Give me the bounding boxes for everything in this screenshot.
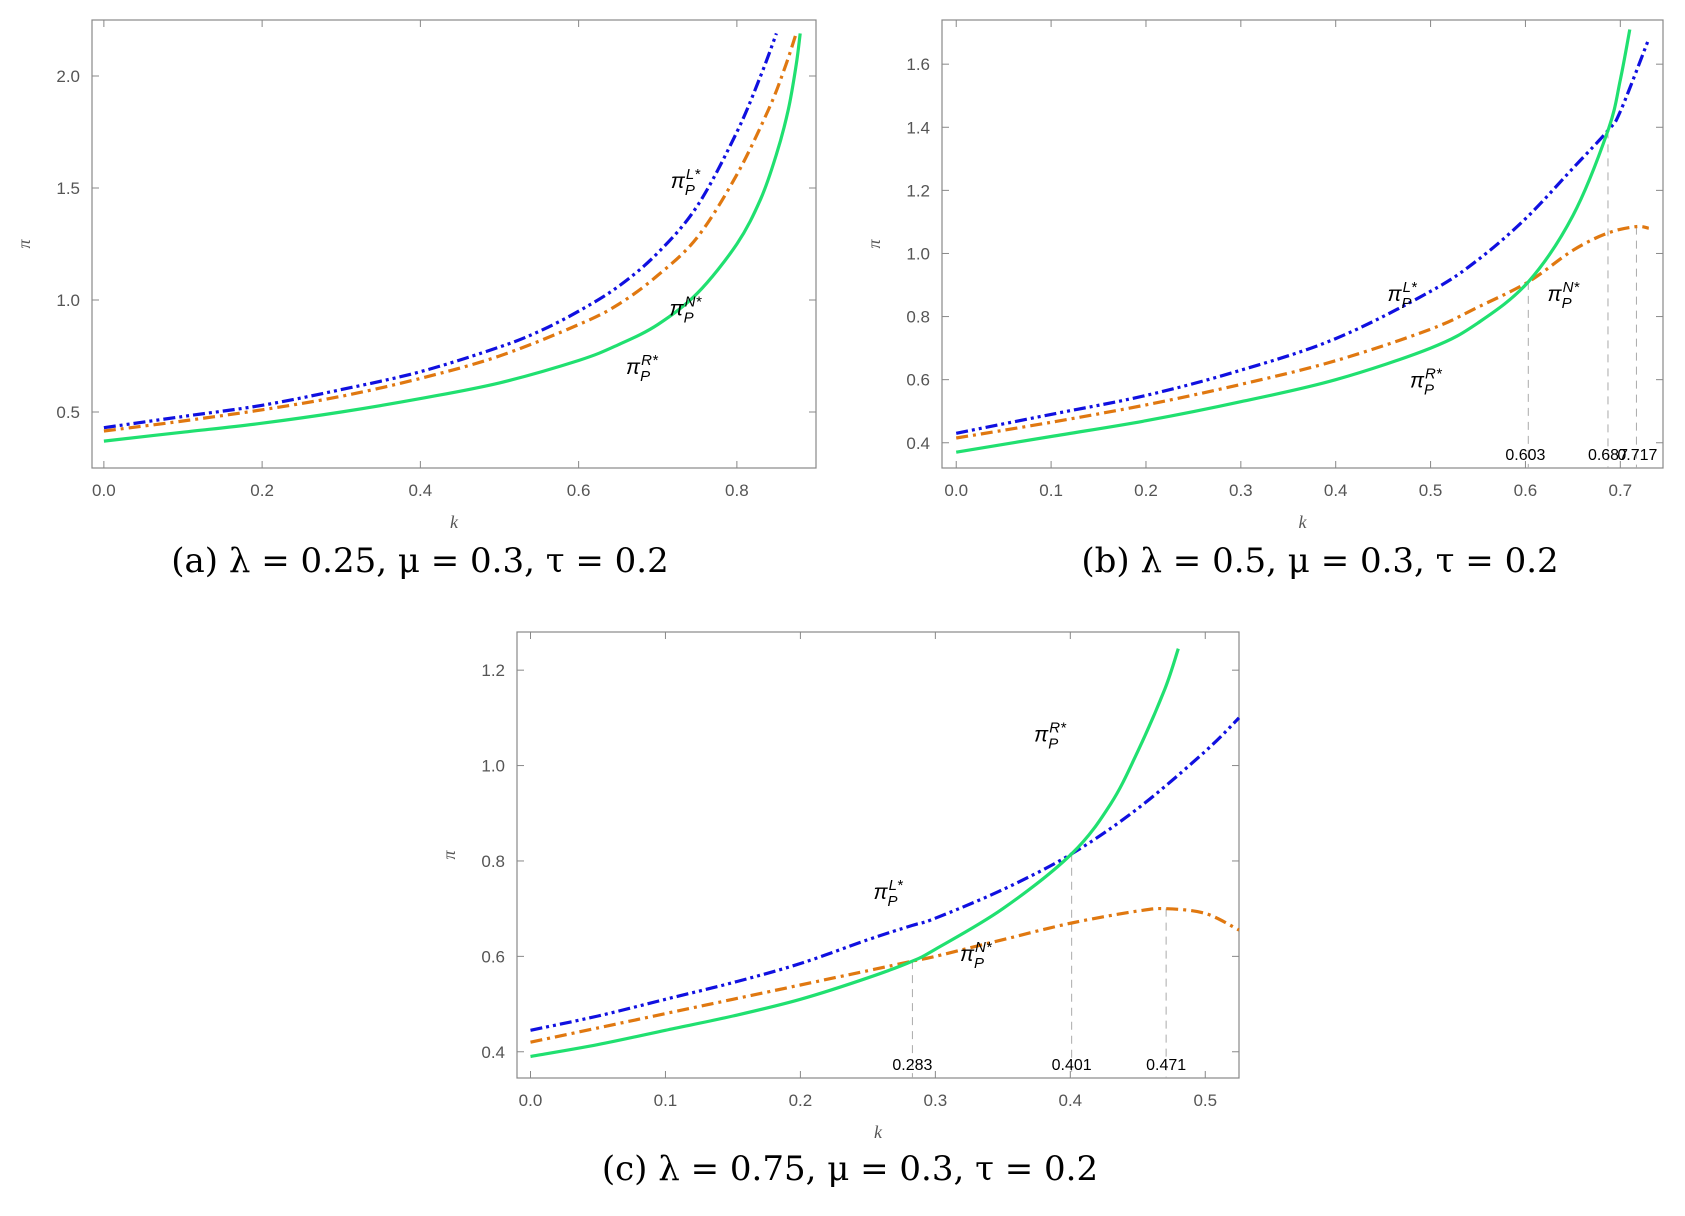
x-tick-label: 0.6: [567, 481, 591, 500]
marker-label: 0.603: [1505, 447, 1545, 464]
plot-frame: [941, 19, 1664, 469]
x-tick-label: 0.3: [1229, 481, 1253, 500]
x-tick-label: 0.0: [519, 1091, 543, 1110]
y-tick-label: 1.0: [56, 291, 80, 310]
y-tick-label: 0.6: [906, 371, 930, 390]
y-axis-label: π: [864, 239, 884, 249]
x-axis-label: k: [450, 512, 459, 532]
x-tick-label: 0.1: [1039, 481, 1063, 500]
curve-label-R: πPR*: [1410, 366, 1443, 399]
x-tick-label: 0.2: [789, 1091, 813, 1110]
series-line-R: [530, 648, 1180, 1059]
y-tick-label: 1.2: [481, 661, 505, 680]
marker-label: 0.687: [1588, 447, 1628, 464]
x-axis-label: k: [874, 1122, 883, 1142]
y-tick-label: 0.4: [481, 1043, 505, 1062]
marker-label: 0.717: [1617, 447, 1657, 464]
series-line-N: [530, 906, 1240, 1044]
x-tick-label: 0.4: [1324, 481, 1348, 500]
marker-label: 0.471: [1146, 1057, 1186, 1074]
x-tick-label: 0.4: [409, 481, 433, 500]
panel-b: 0.0 0.1 0.2 0.3 0.4 0.5 0.6 0.7 0.4 0.6 0.8 1.0 1.2 1…: [864, 19, 1664, 532]
y-tick-label: 0.8: [906, 308, 930, 327]
x-tick-label: 0.8: [725, 481, 749, 500]
series-line-R: [955, 29, 1632, 454]
y-axis-label: π: [14, 239, 34, 249]
y-tick-label: 2.0: [56, 67, 80, 86]
series-line-L: [103, 32, 778, 430]
x-tick-label: 0.1: [654, 1091, 678, 1110]
marker-label: 0.401: [1052, 1057, 1092, 1074]
series-line-L: [530, 716, 1241, 1032]
x-tick-label: 0.0: [944, 481, 968, 500]
curve-label-L: πPL*: [873, 877, 903, 910]
plot-frame: [516, 631, 1240, 1079]
panel-caption: (b) λ = 0.5, μ = 0.3, τ = 0.2: [1081, 541, 1558, 581]
series-line-L: [955, 38, 1651, 435]
y-tick-label: 1.0: [481, 757, 505, 776]
x-tick-label: 0.4: [1058, 1091, 1082, 1110]
curve-label-N: πPN*: [670, 294, 703, 327]
curve-label-N: πPN*: [1548, 279, 1581, 312]
series-line-R: [103, 33, 802, 443]
series-line-N: [955, 224, 1650, 440]
y-tick-label: 0.5: [56, 403, 80, 422]
panel-caption: (a) λ = 0.25, μ = 0.3, τ = 0.2: [171, 541, 668, 581]
panel-c: 0.0 0.1 0.2 0.3 0.4 0.5 0.4 0.6 0.8 1.0 1.2 k π 0.283…: [439, 631, 1241, 1142]
y-axis-label: π: [439, 850, 459, 860]
x-tick-label: 0.5: [1419, 481, 1443, 500]
x-tick-label: 0.2: [250, 481, 274, 500]
curve-label-L: πPL*: [671, 166, 701, 199]
y-tick-label: 0.4: [906, 434, 930, 453]
x-tick-label: 0.5: [1193, 1091, 1217, 1110]
x-tick-label: 0.6: [1514, 481, 1538, 500]
y-tick-label: 0.6: [481, 947, 505, 966]
panel-caption: (c) λ = 0.75, μ = 0.3, τ = 0.2: [602, 1149, 1098, 1189]
curve-label-R: πPR*: [626, 352, 659, 385]
panel-a: 0.0 0.2 0.4 0.6 0.8 0.5 1.0 1.5 2.0 k π πPL* πPN* πPR…: [14, 19, 817, 532]
curve-label-L: πPL*: [1387, 279, 1417, 312]
x-tick-label: 0.3: [924, 1091, 948, 1110]
x-tick-label: 0.2: [1134, 481, 1158, 500]
curve-label-R: πPR*: [1034, 720, 1067, 753]
x-tick-label: 0.0: [92, 481, 116, 500]
plot-frame: [91, 19, 817, 469]
y-tick-label: 0.8: [481, 852, 505, 871]
x-tick-label: 0.7: [1608, 481, 1632, 500]
x-axis-label: k: [1299, 512, 1308, 532]
series-line-N: [103, 32, 798, 433]
y-tick-label: 1.6: [906, 55, 930, 74]
y-tick-label: 1.5: [56, 179, 80, 198]
curve-label-N: πPN*: [960, 939, 993, 972]
y-tick-label: 1.2: [906, 181, 930, 200]
marker-label: 0.283: [892, 1057, 932, 1074]
y-tick-label: 1.0: [906, 244, 930, 263]
y-tick-label: 1.4: [906, 118, 930, 137]
